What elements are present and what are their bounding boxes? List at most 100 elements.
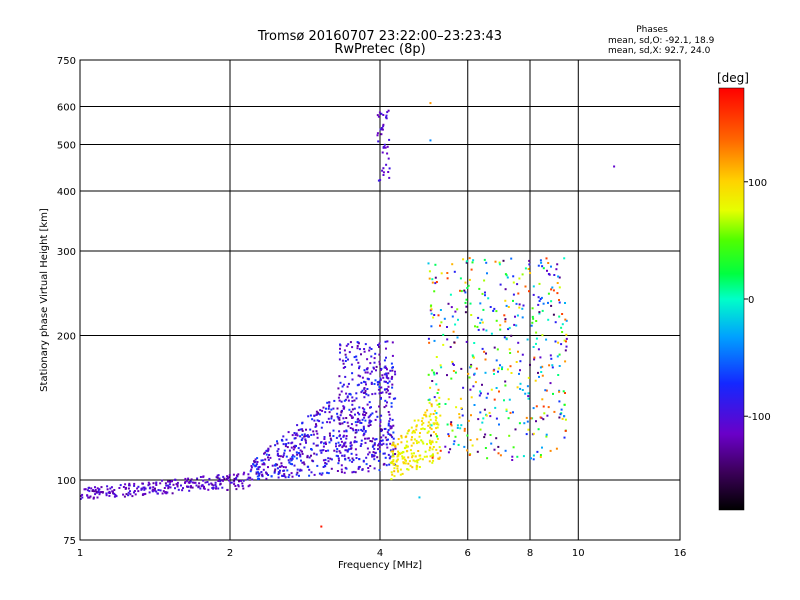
data-point xyxy=(196,477,199,480)
data-point xyxy=(261,459,264,462)
data-point xyxy=(267,458,270,461)
data-point xyxy=(362,460,365,463)
data-point xyxy=(533,358,536,361)
data-point xyxy=(430,403,433,406)
data-point xyxy=(333,399,336,402)
data-point xyxy=(364,391,367,394)
data-point xyxy=(537,428,540,431)
data-point xyxy=(454,310,457,313)
data-point xyxy=(423,428,426,431)
data-point xyxy=(386,388,388,391)
data-point xyxy=(508,434,511,437)
data-point xyxy=(388,167,391,170)
data-point xyxy=(338,375,341,378)
data-point xyxy=(204,481,207,484)
data-point xyxy=(365,368,368,371)
data-point xyxy=(111,490,114,493)
data-point xyxy=(162,490,165,493)
data-point xyxy=(351,427,354,430)
data-point xyxy=(343,454,346,457)
data-point xyxy=(499,328,502,331)
data-point xyxy=(110,486,113,489)
data-point xyxy=(377,344,379,346)
data-point xyxy=(484,433,487,436)
data-point xyxy=(565,333,568,336)
data-point xyxy=(283,452,286,455)
data-point xyxy=(389,461,392,464)
data-point xyxy=(550,288,553,291)
data-point xyxy=(219,480,222,483)
data-point xyxy=(512,293,515,296)
data-point xyxy=(359,445,362,447)
data-point xyxy=(412,459,415,462)
data-point xyxy=(387,429,390,432)
data-point xyxy=(553,410,556,413)
data-point xyxy=(405,450,408,453)
data-point xyxy=(335,445,337,448)
data-point xyxy=(453,341,456,344)
data-point xyxy=(533,356,536,359)
data-point xyxy=(330,415,333,418)
data-point xyxy=(516,455,519,458)
data-point xyxy=(203,487,206,490)
data-point xyxy=(350,447,353,450)
data-point xyxy=(98,488,100,491)
data-point xyxy=(335,442,337,445)
data-point xyxy=(556,263,559,266)
data-point xyxy=(387,157,390,160)
data-point xyxy=(438,402,441,405)
data-point xyxy=(328,401,331,404)
data-point xyxy=(434,263,437,266)
data-point xyxy=(342,383,345,386)
data-point xyxy=(553,274,556,276)
data-point xyxy=(242,479,245,482)
data-point xyxy=(351,457,354,460)
data-point xyxy=(418,466,421,468)
data-point xyxy=(320,473,323,476)
data-point xyxy=(169,486,172,489)
data-point xyxy=(211,483,214,486)
data-point xyxy=(337,417,340,420)
data-point xyxy=(488,411,491,414)
data-point xyxy=(386,431,389,434)
y-tick-label: 400 xyxy=(57,187,76,198)
data-point xyxy=(508,348,511,351)
data-point xyxy=(377,459,380,462)
data-point xyxy=(452,364,455,366)
data-point xyxy=(386,340,389,343)
data-point xyxy=(377,448,379,451)
data-point xyxy=(554,340,557,343)
data-point xyxy=(431,380,434,382)
data-point xyxy=(468,257,471,260)
data-point xyxy=(341,385,344,388)
data-point xyxy=(384,399,387,402)
data-point xyxy=(469,302,472,305)
data-point xyxy=(463,427,466,430)
data-point xyxy=(330,439,333,442)
data-point xyxy=(301,452,304,455)
data-point xyxy=(367,378,370,381)
data-point xyxy=(502,259,505,262)
data-point xyxy=(308,456,311,459)
data-point xyxy=(92,496,95,499)
data-point xyxy=(495,359,498,362)
data-point xyxy=(429,413,432,416)
data-point xyxy=(504,299,507,302)
data-point xyxy=(366,437,369,440)
data-point xyxy=(356,384,359,387)
data-point xyxy=(545,435,548,438)
data-point xyxy=(258,466,261,468)
data-point xyxy=(421,417,424,420)
data-point xyxy=(124,487,127,490)
data-point xyxy=(379,369,382,371)
data-point xyxy=(301,433,304,436)
data-point xyxy=(456,308,459,311)
data-point xyxy=(363,348,366,350)
data-point xyxy=(265,477,268,480)
data-point xyxy=(561,331,564,333)
data-point xyxy=(284,466,287,469)
data-point xyxy=(327,417,330,420)
data-point xyxy=(241,485,244,487)
data-point xyxy=(373,447,376,450)
data-point xyxy=(381,128,384,131)
